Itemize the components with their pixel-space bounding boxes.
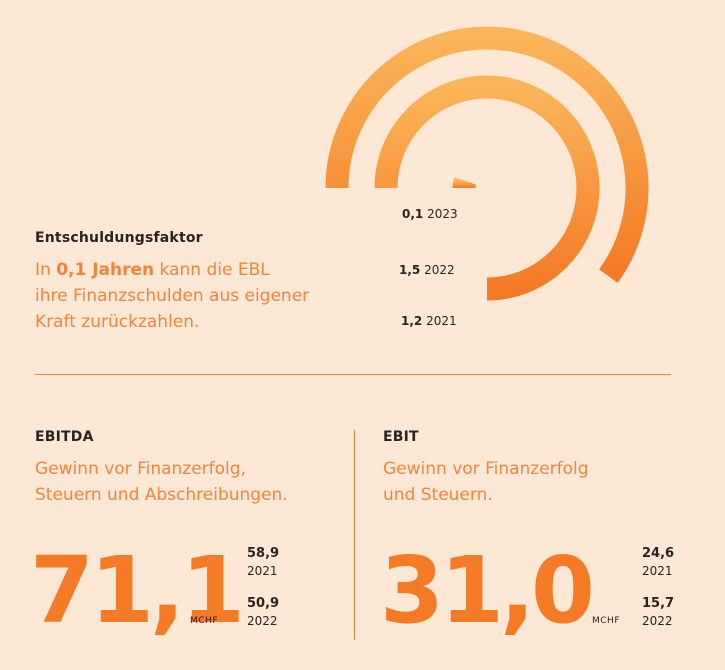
ring-label-2021: 1,2 2021 bbox=[401, 314, 457, 328]
ring-value-2023: 0,1 bbox=[402, 207, 424, 221]
ring-year-2021: 2021 bbox=[426, 314, 457, 328]
debt-text-bold: 0,1 Jahren bbox=[56, 260, 155, 280]
ebit-line2: und Steuern. bbox=[383, 485, 493, 505]
ebitda-compare-2021: 58,9 2021 bbox=[247, 546, 279, 578]
ebit-line1: Gewinn vor Finanzerfolg bbox=[383, 459, 589, 479]
ebitda-title: EBITDA bbox=[35, 429, 94, 445]
debt-text-line2: ihre Finanzschulden aus eigener bbox=[35, 286, 310, 306]
vertical-divider bbox=[354, 430, 355, 640]
ring-year-2023: 2023 bbox=[427, 207, 458, 221]
ebitda-compare-2022: 50,9 2022 bbox=[247, 596, 279, 628]
ebit-title: EBIT bbox=[383, 429, 419, 445]
debt-text-line3: Kraft zurückzahlen. bbox=[35, 312, 200, 332]
ebit-compare-value: 15,7 bbox=[642, 596, 675, 611]
ebitda-compare-value: 58,9 bbox=[247, 546, 280, 561]
ebit-description: Gewinn vor Finanzerfolg und Steuern. bbox=[383, 456, 683, 508]
ring-bar-2021 bbox=[325, 26, 649, 283]
ebit-compare-2022: 15,7 2022 bbox=[642, 596, 674, 628]
ebit-value: 31,0 bbox=[380, 537, 595, 644]
ebitda-unit: MCHF bbox=[190, 616, 218, 626]
debt-title: Entschuldungsfaktor bbox=[35, 230, 203, 246]
ebitda-compare-value: 50,9 bbox=[247, 596, 280, 611]
ebitda-description: Gewinn vor Finanzerfolg, Steuern und Abs… bbox=[35, 456, 345, 508]
ebitda-value: 71,1 bbox=[30, 537, 245, 644]
ring-bar-2023 bbox=[452, 177, 477, 189]
debt-text-pre: In bbox=[35, 260, 57, 280]
ring-label-2023: 0,1 2023 bbox=[402, 207, 458, 221]
ring-value-2022: 1,5 bbox=[399, 263, 421, 277]
debt-text-post: kann die EBL bbox=[154, 260, 270, 280]
ebitda-line2: Steuern und Abschreibungen. bbox=[35, 485, 288, 505]
ebit-compare-value: 24,6 bbox=[642, 546, 675, 561]
ring-value-2021: 1,2 bbox=[401, 314, 423, 328]
debt-description: In 0,1 Jahren kann die EBL ihre Finanzsc… bbox=[35, 257, 365, 335]
ebitda-compare-year: 2021 bbox=[247, 564, 278, 578]
ring-bar-2022 bbox=[374, 75, 600, 301]
ring-label-2022: 1,5 2022 bbox=[399, 263, 455, 277]
horizontal-divider bbox=[35, 374, 671, 375]
ebit-compare-year: 2021 bbox=[642, 564, 673, 578]
ebit-compare-2021: 24,6 2021 bbox=[642, 546, 674, 578]
ebit-compare-year: 2022 bbox=[642, 614, 673, 628]
ebitda-line1: Gewinn vor Finanzerfolg, bbox=[35, 459, 246, 479]
ring-year-2022: 2022 bbox=[424, 263, 455, 277]
ebitda-compare-year: 2022 bbox=[247, 614, 278, 628]
ebit-unit: MCHF bbox=[592, 616, 620, 626]
